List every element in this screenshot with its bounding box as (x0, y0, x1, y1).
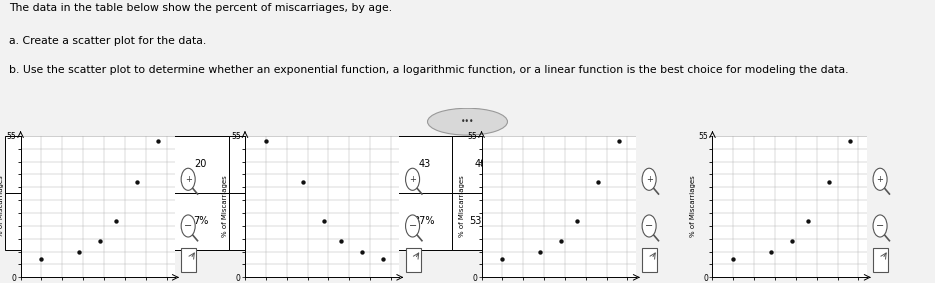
Point (354, 249, 369, 254)
Point (93, 239, 108, 244)
Point (532, 249, 547, 254)
FancyBboxPatch shape (5, 193, 173, 250)
Point (611, 139, 626, 143)
Text: a. Create a scatter plot for the data.: a. Create a scatter plot for the data. (9, 37, 207, 46)
FancyBboxPatch shape (406, 248, 421, 272)
Circle shape (406, 215, 420, 237)
Text: 34: 34 (307, 159, 319, 169)
Text: 20: 20 (194, 159, 207, 169)
Text: 37%: 37% (413, 216, 435, 226)
Point (495, 257, 510, 261)
FancyBboxPatch shape (284, 136, 340, 193)
FancyBboxPatch shape (340, 136, 396, 193)
Circle shape (873, 168, 887, 190)
Text: −: − (409, 221, 417, 231)
Point (34, 257, 49, 261)
FancyBboxPatch shape (396, 193, 453, 250)
FancyBboxPatch shape (873, 248, 888, 272)
Y-axis label: % of Miscarriages: % of Miscarriages (0, 176, 4, 237)
Text: 22%: 22% (357, 216, 380, 226)
Text: −: − (645, 221, 654, 231)
Point (763, 249, 778, 254)
Circle shape (873, 215, 887, 237)
Point (570, 218, 585, 223)
Text: •••: ••• (461, 117, 474, 126)
FancyBboxPatch shape (642, 248, 657, 272)
Text: −: − (876, 221, 885, 231)
FancyBboxPatch shape (453, 193, 509, 250)
Text: 38: 38 (362, 159, 375, 169)
Text: +: + (410, 175, 416, 184)
Text: 10%: 10% (246, 216, 267, 226)
Point (554, 239, 568, 244)
Text: 7%: 7% (193, 216, 209, 226)
Text: b. Use the scatter plot to determine whether an exponential function, a logarith: b. Use the scatter plot to determine whe… (9, 65, 849, 75)
FancyBboxPatch shape (181, 248, 196, 272)
Y-axis label: % of Miscarriages: % of Miscarriages (690, 176, 696, 237)
Point (784, 239, 799, 244)
Text: The data in the table below show the percent of miscarriages, by age.: The data in the table below show the per… (9, 3, 393, 13)
Y-axis label: % of Miscarriages: % of Miscarriages (223, 176, 228, 237)
Text: +: + (877, 175, 884, 184)
Text: 48: 48 (474, 159, 486, 169)
Point (71, 249, 86, 254)
Point (726, 257, 741, 261)
Text: +: + (185, 175, 192, 184)
Circle shape (642, 215, 656, 237)
Text: 43: 43 (418, 159, 430, 169)
FancyBboxPatch shape (453, 136, 509, 193)
Point (258, 139, 273, 143)
Point (295, 180, 310, 185)
Text: −: − (184, 221, 193, 231)
Point (334, 239, 349, 244)
Text: +: + (646, 175, 653, 184)
Circle shape (406, 168, 420, 190)
FancyBboxPatch shape (173, 136, 228, 193)
Circle shape (642, 168, 656, 190)
Point (842, 139, 857, 143)
FancyBboxPatch shape (228, 193, 284, 250)
Circle shape (181, 168, 195, 190)
Point (375, 257, 390, 261)
FancyBboxPatch shape (228, 136, 284, 193)
Text: 29: 29 (251, 159, 263, 169)
Text: Percent of Miscarriages (y): Percent of Miscarriages (y) (23, 216, 154, 226)
Point (591, 180, 606, 185)
Point (130, 180, 145, 185)
Ellipse shape (427, 108, 508, 135)
Point (801, 218, 816, 223)
Point (317, 218, 332, 223)
FancyBboxPatch shape (5, 136, 173, 193)
Text: Woman's Age (x): Woman's Age (x) (48, 159, 130, 169)
FancyBboxPatch shape (340, 193, 396, 250)
Circle shape (181, 215, 195, 237)
FancyBboxPatch shape (284, 193, 340, 250)
Y-axis label: % of Miscarriages: % of Miscarriages (459, 176, 465, 237)
Text: 53%: 53% (469, 216, 491, 226)
Point (151, 139, 165, 143)
Point (822, 180, 837, 185)
Point (109, 218, 124, 223)
FancyBboxPatch shape (396, 136, 453, 193)
FancyBboxPatch shape (173, 193, 228, 250)
Text: 14%: 14% (302, 216, 324, 226)
